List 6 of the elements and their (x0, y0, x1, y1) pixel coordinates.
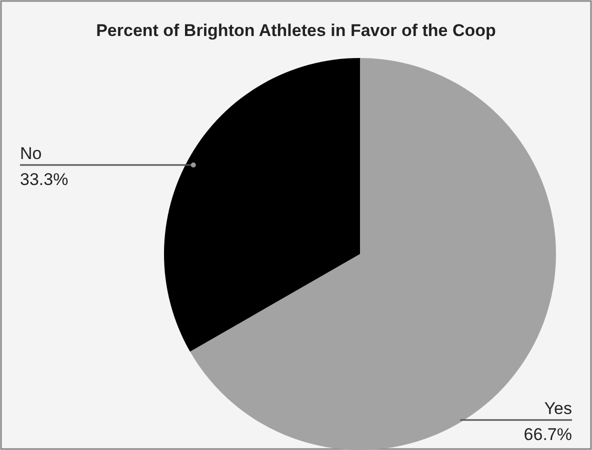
slice-label: Yes (544, 399, 572, 418)
slice-label: No (20, 144, 42, 163)
data-label: 66.7% (524, 425, 572, 444)
data-label: 33.3% (20, 170, 68, 189)
pie-slice (164, 58, 360, 352)
chart-title: Percent of Brighton Athletes in Favor of the Coop (96, 21, 496, 40)
